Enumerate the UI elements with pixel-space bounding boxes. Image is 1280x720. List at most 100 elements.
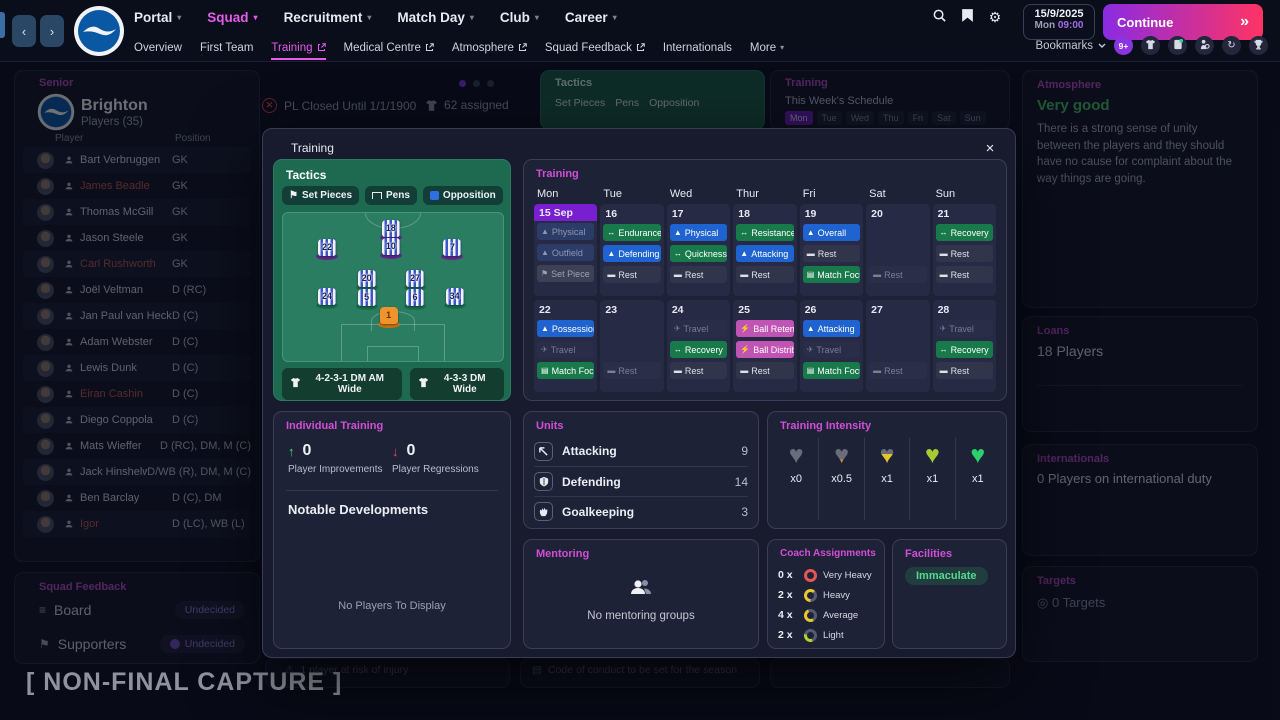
- formation-button[interactable]: 4-3-3 DM Wide: [409, 368, 504, 400]
- calendar-day-cell[interactable]: 17 ▲ Physical ↔ Quickness ▬ Rest: [666, 204, 731, 296]
- session-match-focus[interactable]: ▤Match Focus: [802, 266, 861, 283]
- session-rest[interactable]: ▬ Rest: [669, 266, 728, 283]
- session-rest[interactable]: ▬ Rest: [669, 362, 728, 379]
- intensity-level[interactable]: ♥ x1: [863, 438, 909, 520]
- session-rest[interactable]: ▬ Rest: [869, 266, 927, 283]
- formation-button[interactable]: 4-2-3-1 DM AM Wide: [282, 368, 402, 400]
- session-rest[interactable]: ▬ Rest: [935, 245, 993, 262]
- session-rest[interactable]: ▬ Rest: [869, 362, 927, 379]
- intensity-level[interactable]: ♥ x1: [954, 438, 1000, 520]
- session-physical[interactable]: ▲ Physical: [669, 224, 728, 241]
- session-endurance[interactable]: ↔ Endurance: [603, 224, 661, 241]
- session-rest[interactable]: ▬ Rest: [603, 362, 661, 379]
- formation-pitch[interactable]: 18 22 10 7 20 27 24 5 6 34 1: [282, 212, 504, 362]
- card-icon[interactable]: [1168, 36, 1187, 55]
- settings-icon[interactable]: ⚙: [986, 8, 1004, 26]
- calendar-day-cell[interactable]: 20 ▬ Rest: [866, 204, 930, 296]
- history-forward-button[interactable]: ›: [40, 15, 64, 47]
- tactics-button-pens[interactable]: Pens: [365, 186, 417, 205]
- kit-icon[interactable]: [1141, 36, 1160, 55]
- session-recovery[interactable]: ↔ Recovery: [935, 341, 993, 358]
- session-attacking[interactable]: ▲ Attacking: [736, 245, 794, 262]
- session-set-piece[interactable]: ⚑ Set Piece: [537, 265, 595, 282]
- session-match-focus[interactable]: ▤Match Focus: [802, 362, 861, 379]
- calendar-day-cell[interactable]: 19 ▲Overall ▬Rest ▤Match Focus: [799, 204, 864, 296]
- subnav-item-medical-centre[interactable]: Medical Centre: [344, 42, 434, 54]
- pitch-player-6[interactable]: 6: [402, 288, 428, 314]
- tactics-button-opposition[interactable]: Opposition: [422, 186, 503, 205]
- nav-menu-career[interactable]: Career ▾: [565, 10, 617, 25]
- subnav-item-first-team[interactable]: First Team: [200, 42, 253, 54]
- subnav-item-atmosphere[interactable]: Atmosphere: [452, 42, 527, 54]
- subnav-item-squad-feedback[interactable]: Squad Feedback: [545, 42, 645, 54]
- pitch-player-22[interactable]: 22: [314, 238, 340, 264]
- pitch-player-24[interactable]: 24: [314, 287, 340, 313]
- calendar-day-cell[interactable]: 22 ▲Possession ✈Travel ▤Match Focus: [534, 300, 598, 392]
- session-travel[interactable]: ✈ Travel: [802, 341, 861, 358]
- unit-row-attacking[interactable]: Attacking 9: [534, 436, 748, 466]
- session-travel[interactable]: ✈ Travel: [935, 320, 993, 337]
- inbox-badge[interactable]: 9+: [1114, 36, 1133, 55]
- pitch-player-27[interactable]: 27: [402, 269, 428, 295]
- session-rest[interactable]: ▬ Rest: [935, 266, 993, 283]
- session-ball-retention[interactable]: ⚡Ball Retention: [736, 320, 794, 337]
- pitch-player-20[interactable]: 20: [354, 269, 380, 295]
- nav-menu-portal[interactable]: Portal ▾: [134, 10, 181, 25]
- intensity-level[interactable]: ♥ x0: [774, 438, 818, 520]
- calendar-day-cell[interactable]: 24 ✈ Travel ↔ Recovery ▬ Rest: [666, 300, 731, 392]
- session-rest[interactable]: ▬ Rest: [935, 362, 993, 379]
- calendar-day-cell[interactable]: 15 Sep ▲ Physical ▲ Outfield ⚑ Set Piece: [534, 204, 598, 296]
- session-overall[interactable]: ▲ Overall: [802, 224, 861, 241]
- session-match-focus[interactable]: ▤Match Focus: [537, 362, 595, 379]
- session-defending[interactable]: ▲ Defending: [603, 245, 661, 262]
- intensity-level[interactable]: ♥ x0.5: [818, 438, 863, 520]
- tactics-button-set-pieces[interactable]: ⚑ Set Pieces: [282, 186, 360, 205]
- session-recovery[interactable]: ↔ Recovery: [669, 341, 728, 358]
- trophy-icon[interactable]: [1249, 36, 1268, 55]
- session-possession[interactable]: ▲ Possession: [537, 320, 595, 337]
- session-ball-distribution[interactable]: ⚡Ball Distribution: [736, 341, 794, 358]
- calendar-day-cell[interactable]: 21 ↔ Recovery ▬ Rest ▬ Rest: [932, 204, 996, 296]
- session-physical[interactable]: ▲ Physical: [537, 223, 595, 240]
- subnav-item-training[interactable]: Training: [271, 42, 326, 60]
- date-widget[interactable]: 15/9/2025 Mon 09:00: [1023, 4, 1095, 40]
- history-back-button[interactable]: ‹: [12, 15, 36, 47]
- search-icon[interactable]: [930, 8, 948, 26]
- subnav-item-overview[interactable]: Overview: [134, 42, 182, 54]
- nav-menu-recruitment[interactable]: Recruitment ▾: [284, 10, 372, 25]
- calendar-day-cell[interactable]: 16 ↔ Endurance ▲ Defending ▬ Rest: [600, 204, 664, 296]
- sync-icon[interactable]: ↻: [1222, 36, 1241, 55]
- close-icon[interactable]: ×: [979, 137, 1001, 159]
- nav-menu-squad[interactable]: Squad ▾: [207, 10, 257, 25]
- session-attacking[interactable]: ▲ Attacking: [802, 320, 861, 337]
- pitch-player-10[interactable]: 10: [378, 237, 404, 263]
- pitch-player-34[interactable]: 34: [442, 287, 468, 313]
- session-travel[interactable]: ✈ Travel: [669, 320, 728, 337]
- continue-button[interactable]: Continue »: [1103, 4, 1263, 40]
- session-rest[interactable]: ▬ Rest: [603, 266, 661, 283]
- unit-row-defending[interactable]: Defending 14: [534, 466, 748, 496]
- pitch-player-5[interactable]: 5: [354, 288, 380, 314]
- calendar-day-cell[interactable]: 18 ↔ Resistance ▲ Attacking ▬ Rest: [733, 204, 797, 296]
- subnav-item-internationals[interactable]: Internationals: [663, 42, 732, 54]
- session-recovery[interactable]: ↔ Recovery: [935, 224, 993, 241]
- intensity-level[interactable]: ♥ x1: [909, 438, 954, 520]
- pitch-player-7[interactable]: 7: [439, 238, 465, 264]
- session-rest[interactable]: ▬ Rest: [802, 245, 861, 262]
- session-quickness[interactable]: ↔ Quickness: [669, 245, 728, 262]
- session-resistance[interactable]: ↔ Resistance: [736, 224, 794, 241]
- calendar-day-cell[interactable]: 23 ▬ Rest: [600, 300, 664, 392]
- session-travel[interactable]: ✈ Travel: [537, 341, 595, 358]
- scout-icon[interactable]: [1195, 36, 1214, 55]
- bookmarks-dropdown[interactable]: Bookmarks: [1035, 40, 1106, 52]
- bookmark-icon[interactable]: [958, 8, 976, 26]
- subnav-item-more[interactable]: More ▾: [750, 42, 784, 54]
- unit-row-goalkeeping[interactable]: Goalkeeping 3: [534, 496, 748, 526]
- calendar-day-cell[interactable]: 25⚡Ball Retention⚡Ball Distribution▬Rest: [733, 300, 797, 392]
- calendar-day-cell[interactable]: 27 ▬ Rest: [866, 300, 930, 392]
- pitch-player-18[interactable]: 18: [378, 219, 404, 245]
- session-outfield[interactable]: ▲ Outfield: [537, 244, 595, 261]
- session-rest[interactable]: ▬ Rest: [736, 362, 794, 379]
- nav-menu-match-day[interactable]: Match Day ▾: [397, 10, 474, 25]
- calendar-day-cell[interactable]: 26 ▲Attacking ✈Travel ▤Match Focus: [799, 300, 864, 392]
